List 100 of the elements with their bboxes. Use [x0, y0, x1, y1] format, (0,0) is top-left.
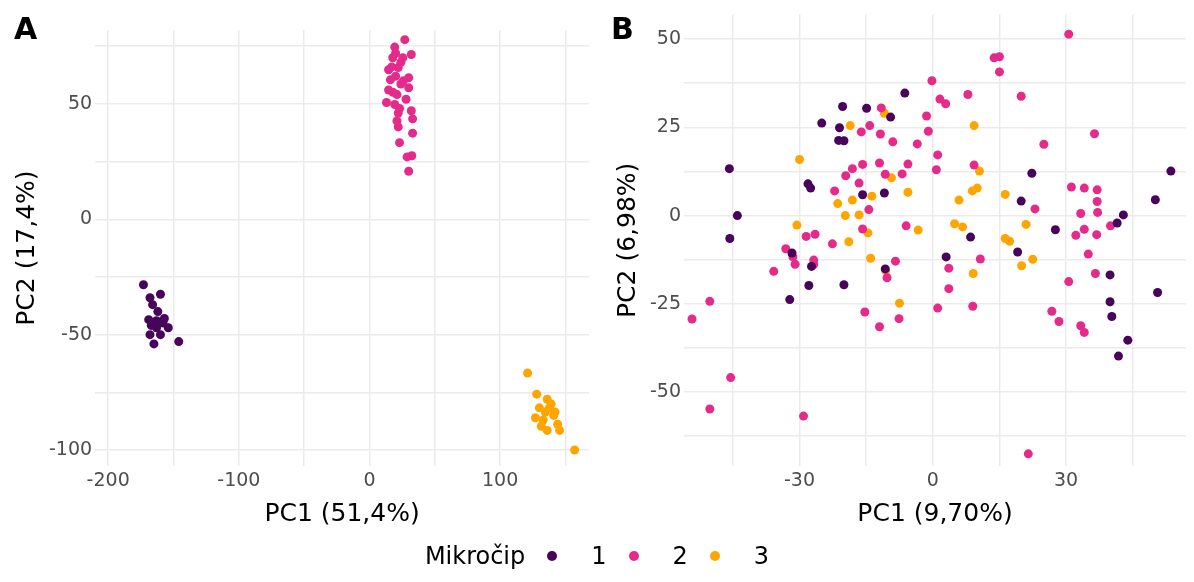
point	[954, 195, 964, 205]
point	[724, 164, 734, 174]
legend-label: 2	[672, 542, 688, 570]
x-tick-label: 0	[363, 467, 376, 490]
x-tick-label: 0	[926, 467, 939, 490]
point	[542, 425, 552, 435]
point	[839, 280, 849, 290]
point	[787, 248, 797, 258]
x-axis-title: PC1 (9,70%)	[857, 497, 1013, 527]
x-tick-label: 30	[1053, 467, 1079, 490]
point	[1105, 270, 1115, 280]
point	[1028, 254, 1038, 264]
point	[404, 83, 414, 93]
point	[858, 190, 868, 200]
point	[393, 122, 403, 132]
y-tick-label: 50	[656, 26, 682, 49]
text: A	[14, 10, 38, 46]
point	[894, 298, 904, 308]
point	[1105, 297, 1115, 307]
point	[149, 339, 159, 349]
y-tick-label: -25	[649, 290, 682, 313]
point	[1016, 196, 1026, 206]
point	[401, 94, 411, 104]
x-axis-title: PC1 (51,4%)	[264, 497, 420, 527]
y-axis-title: PC2 (17,4%)	[10, 170, 40, 326]
point	[845, 121, 855, 131]
point	[950, 219, 960, 229]
point	[886, 112, 896, 122]
x-tick-label: -200	[86, 467, 130, 490]
y-tick-label: 0	[80, 206, 93, 229]
y-tick-label: -50	[61, 321, 93, 344]
point	[391, 71, 401, 81]
y-tick-label: 50	[67, 90, 93, 113]
point	[862, 103, 872, 113]
x-tick-label: 100	[482, 467, 519, 490]
point	[1166, 166, 1176, 176]
point	[795, 154, 805, 164]
y-tick-label: -100	[49, 436, 93, 459]
y-tick-label: 0	[668, 202, 682, 225]
legend-label: 3	[753, 542, 770, 570]
point	[1013, 247, 1023, 257]
point	[854, 210, 864, 220]
point	[534, 403, 544, 413]
point	[155, 289, 165, 299]
point	[532, 389, 542, 399]
point	[732, 211, 742, 221]
point	[408, 128, 418, 138]
legend-label: 1	[591, 542, 607, 570]
point	[1021, 219, 1031, 229]
point	[388, 87, 398, 97]
point	[1107, 312, 1117, 322]
x-tick-label: -100	[217, 467, 261, 490]
point	[174, 337, 184, 347]
point	[1150, 195, 1160, 205]
point	[866, 253, 876, 263]
point	[407, 151, 417, 161]
point	[523, 368, 533, 378]
point	[406, 106, 416, 116]
point	[555, 425, 565, 435]
point	[1123, 335, 1133, 345]
point	[148, 300, 158, 310]
point	[1000, 189, 1010, 199]
point	[903, 187, 913, 197]
point	[941, 252, 951, 262]
point	[1017, 261, 1027, 271]
point	[1050, 225, 1060, 235]
point	[840, 211, 850, 221]
point	[1027, 168, 1037, 178]
point	[725, 234, 735, 244]
point	[785, 295, 795, 305]
point	[145, 330, 155, 340]
point	[396, 57, 406, 67]
point	[163, 323, 173, 333]
point	[806, 183, 816, 193]
point	[400, 35, 410, 45]
point	[847, 195, 857, 205]
point	[900, 88, 910, 98]
point	[966, 232, 976, 242]
point	[406, 49, 416, 59]
y-axis-title: PC2 (6,98%)	[611, 162, 641, 318]
point	[972, 183, 982, 193]
point	[530, 413, 540, 423]
point	[155, 330, 165, 340]
point	[1113, 351, 1123, 361]
point	[391, 48, 401, 58]
legend-title: Mikročip	[424, 542, 526, 570]
y-tick-label: 25	[656, 114, 682, 137]
point	[867, 191, 877, 201]
point	[408, 114, 418, 124]
point	[395, 138, 405, 148]
point	[138, 280, 148, 290]
x-tick-label: -30	[784, 467, 816, 490]
point	[838, 102, 848, 112]
point	[1153, 288, 1163, 298]
point	[974, 166, 984, 176]
point	[835, 123, 845, 133]
point	[153, 307, 163, 317]
point	[1118, 210, 1128, 220]
point	[833, 199, 843, 209]
point	[1112, 218, 1122, 228]
